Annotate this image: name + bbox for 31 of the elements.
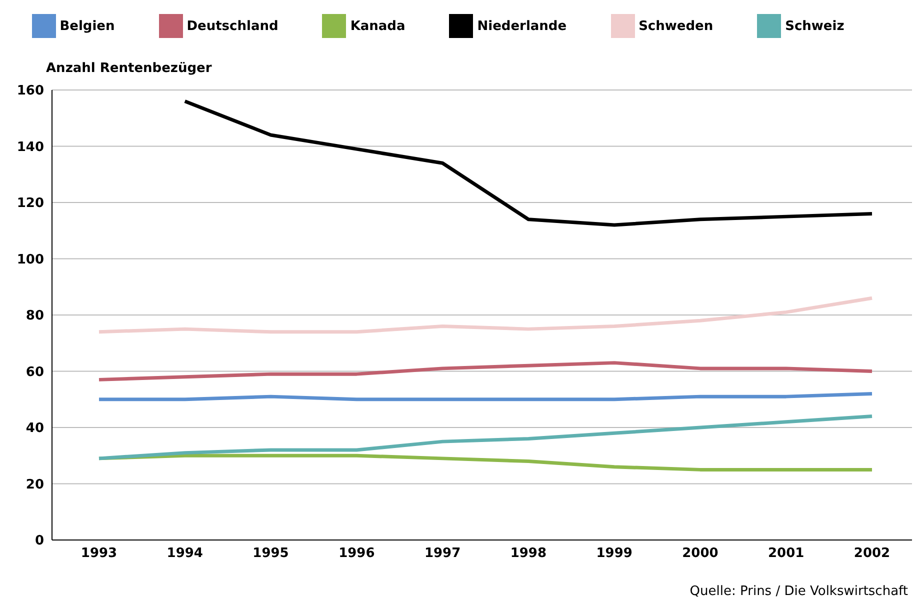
y-axis-title: Anzahl Rentenbezüger [46, 61, 212, 76]
y-tick-label: 40 [26, 421, 44, 436]
legend-label: Schweiz [785, 18, 844, 34]
line-series [97, 361, 874, 382]
x-tick-label: 1993 [80, 546, 118, 562]
y-tick-label: 100 [16, 252, 44, 268]
legend-label: Niederlande [477, 18, 567, 34]
x-tick-label: 1995 [252, 546, 289, 562]
y-tick-label: 80 [26, 308, 44, 324]
x-tick-label: 1996 [338, 546, 375, 562]
legend-label: Kanada [350, 18, 406, 34]
y-tick-label: 0 [34, 534, 44, 549]
y-tick-label: 120 [16, 196, 44, 212]
x-tick-label: 1999 [596, 546, 632, 562]
x-tick-label: 2000 [682, 546, 718, 562]
y-tick-label: 140 [16, 140, 44, 155]
x-tick-label: 2001 [768, 546, 804, 562]
legend-label: Deutschland [186, 18, 278, 34]
x-tick-label: 1998 [510, 546, 547, 562]
line-series [183, 100, 874, 227]
x-tick-label: 2002 [854, 546, 890, 562]
source-note: Quelle: Prins / Die Volkswirtschaft [688, 584, 908, 599]
y-tick-label: 160 [16, 84, 44, 99]
legend-label: Schweden [638, 18, 714, 34]
x-tick-label: 1997 [424, 546, 461, 562]
y-tick-label: 20 [26, 477, 44, 492]
line-series [97, 414, 874, 460]
x-tick-label: 1994 [166, 546, 203, 562]
y-tick-label: 60 [26, 364, 44, 380]
legend-label: Belgien [60, 18, 115, 34]
line-series [97, 296, 874, 334]
